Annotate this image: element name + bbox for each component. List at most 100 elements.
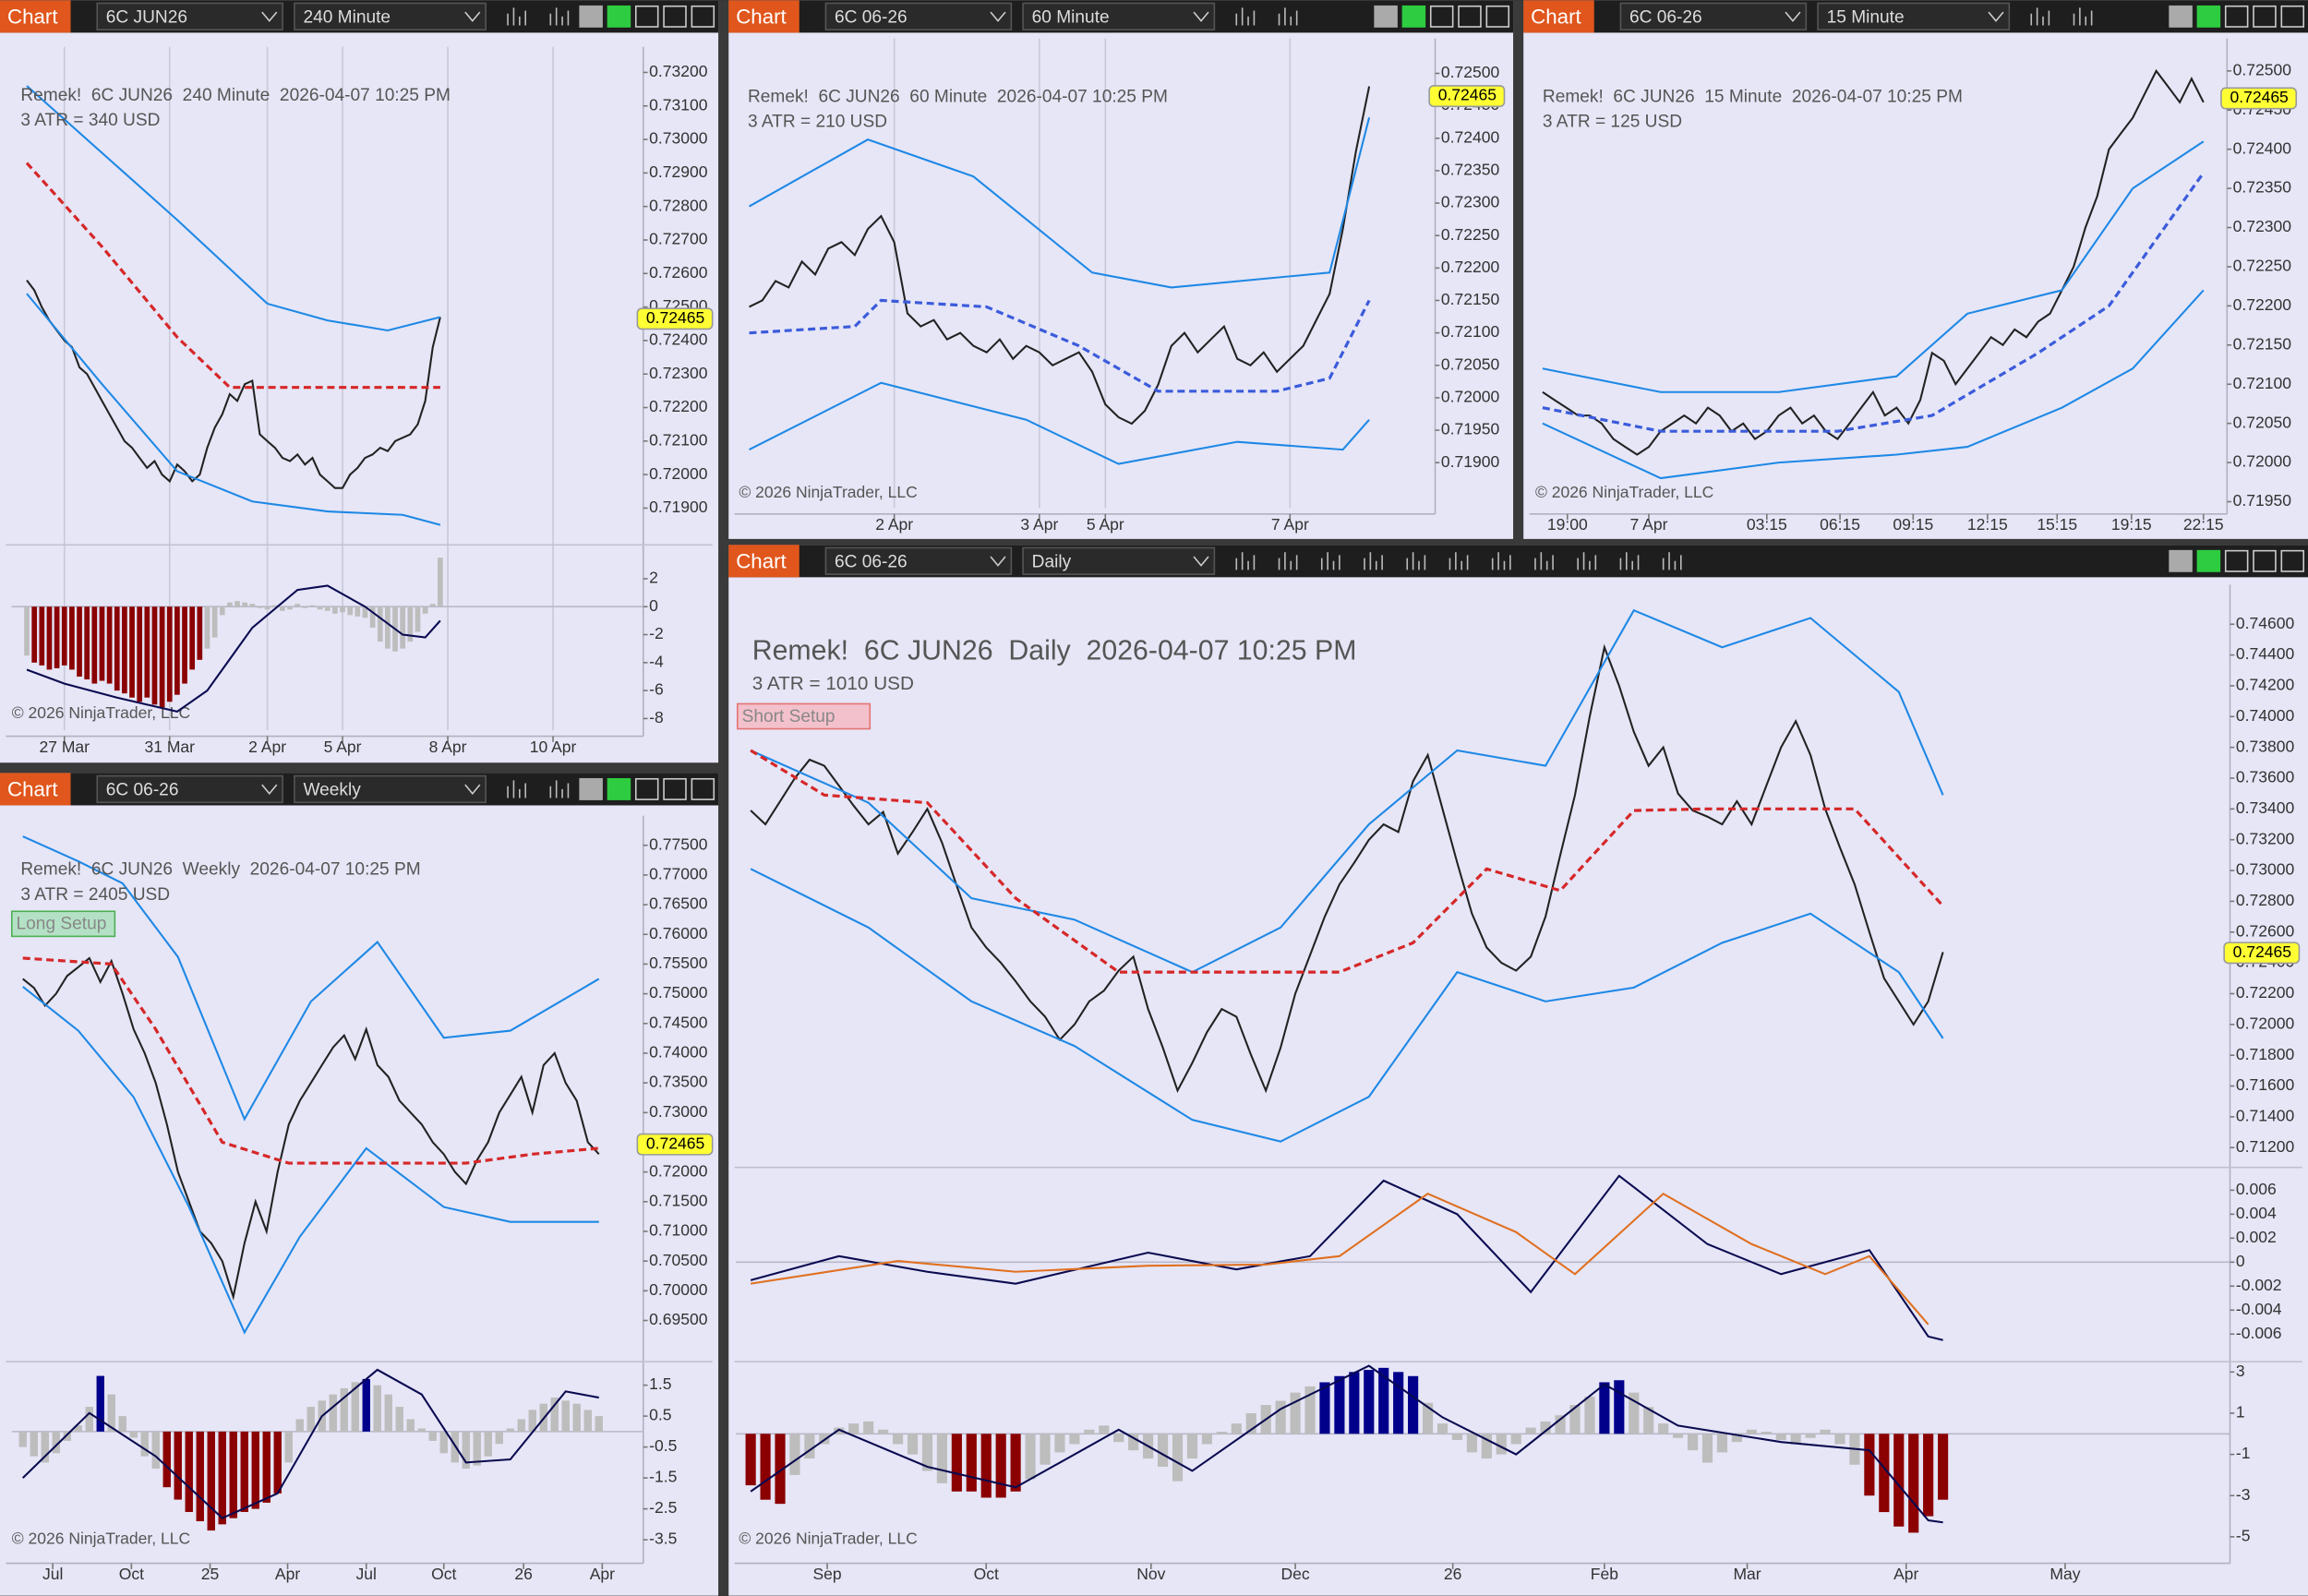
- dropdown-arrow[interactable]: [990, 11, 1006, 22]
- histogram-bar: [1908, 1434, 1919, 1533]
- window-button[interactable]: [663, 5, 687, 28]
- dropdown-arrow[interactable]: [261, 784, 278, 795]
- histogram-bar: [1157, 1434, 1169, 1467]
- last-price-badge: [2220, 87, 2298, 110]
- window-button[interactable]: [1374, 5, 1398, 28]
- window-button[interactable]: [2253, 549, 2277, 572]
- toolbar-icon[interactable]: [1534, 552, 1554, 570]
- dropdown-arrow[interactable]: [1785, 11, 1801, 22]
- toolbar-icon[interactable]: [1235, 552, 1256, 570]
- period-selector[interactable]: [1817, 2, 2011, 31]
- dropdown-arrow[interactable]: [990, 556, 1006, 567]
- close-button[interactable]: [691, 5, 715, 28]
- series-line: [749, 381, 1370, 465]
- window-button[interactable]: [2196, 5, 2221, 28]
- y-tick-label: 0.72200: [1441, 258, 1500, 276]
- chart-tab[interactable]: [728, 545, 799, 578]
- histogram-bar: [1422, 1402, 1434, 1434]
- toolbar-icon[interactable]: [2030, 7, 2050, 26]
- window-button[interactable]: [663, 777, 687, 800]
- close-button[interactable]: [2280, 549, 2305, 572]
- dropdown-arrow[interactable]: [464, 784, 481, 795]
- y-tick-label: 2: [649, 569, 658, 587]
- histogram-bar: [1084, 1429, 1095, 1434]
- toolbar-icon[interactable]: [1278, 7, 1298, 26]
- histogram-bar: [1599, 1382, 1610, 1434]
- window-button[interactable]: [634, 5, 659, 28]
- dropdown-arrow[interactable]: [261, 11, 278, 22]
- instrument-selector[interactable]: [824, 2, 1013, 31]
- toolbar-icon[interactable]: [1278, 552, 1298, 570]
- y-tick-label: 0.74600: [2236, 614, 2295, 632]
- histogram-bar: [295, 1419, 304, 1432]
- toolbar-icon[interactable]: [1364, 552, 1383, 570]
- histogram-bar: [151, 1431, 160, 1470]
- period-selector[interactable]: [294, 774, 487, 804]
- toolbar-icon[interactable]: [1235, 7, 1256, 26]
- close-button[interactable]: [691, 777, 715, 800]
- histogram-bar: [407, 606, 414, 642]
- window-button[interactable]: [607, 5, 631, 28]
- histogram-bar: [745, 1434, 756, 1486]
- window-button[interactable]: [579, 5, 603, 28]
- instrument-selector[interactable]: [96, 2, 283, 31]
- instrument-selector[interactable]: [824, 546, 1013, 575]
- toolbar-icon[interactable]: [1662, 552, 1682, 570]
- window-button[interactable]: [607, 777, 631, 800]
- dropdown-arrow[interactable]: [1193, 11, 1209, 22]
- chart-tab[interactable]: [0, 0, 71, 33]
- x-tick-label: 12:15: [1967, 515, 2008, 534]
- histogram-bar: [197, 606, 203, 660]
- series-line: [750, 1364, 1943, 1524]
- toolbar-icon[interactable]: [1491, 552, 1511, 570]
- y-tick-label: -0.006: [2236, 1324, 2282, 1342]
- histogram-bar: [74, 1425, 82, 1432]
- dropdown-arrow[interactable]: [1988, 11, 2004, 22]
- histogram-bar: [52, 1431, 60, 1454]
- toolbar-icon[interactable]: [1449, 552, 1469, 570]
- window-button[interactable]: [2196, 549, 2221, 572]
- dropdown-arrow[interactable]: [1193, 556, 1209, 567]
- window-button[interactable]: [1458, 5, 1482, 28]
- x-tick-label: 5 Apr: [1087, 515, 1124, 534]
- period-selector[interactable]: [294, 2, 487, 31]
- toolbar-icon[interactable]: [549, 7, 570, 26]
- y-tick-label: 0.76500: [649, 894, 708, 913]
- close-button[interactable]: [1485, 5, 1510, 28]
- toolbar-icon[interactable]: [1619, 552, 1640, 570]
- y-tick-label: -5: [2236, 1527, 2251, 1545]
- toolbar-icon[interactable]: [1406, 552, 1426, 570]
- chart-tab[interactable]: [728, 0, 799, 33]
- window-button[interactable]: [1429, 5, 1454, 28]
- window-button[interactable]: [2169, 549, 2193, 572]
- window-button[interactable]: [2224, 549, 2249, 572]
- y-tick-label: -8: [649, 708, 664, 726]
- dropdown-arrow[interactable]: [464, 11, 481, 22]
- y-tick-label: -2.5: [649, 1498, 677, 1517]
- trend-line: [749, 298, 1371, 393]
- toolbar-icon[interactable]: [507, 780, 526, 798]
- period-selector[interactable]: [1022, 2, 1216, 31]
- histogram-bar: [1923, 1434, 1934, 1517]
- histogram-bar: [189, 606, 196, 670]
- copyright: © 2026 NinjaTrader, LLC: [1535, 483, 1713, 501]
- toolbar-icon[interactable]: [2073, 7, 2093, 26]
- window-button[interactable]: [2253, 5, 2277, 28]
- chart-tab[interactable]: [1523, 0, 1594, 33]
- window-button[interactable]: [579, 777, 603, 800]
- toolbar-icon[interactable]: [1577, 552, 1597, 570]
- window-button[interactable]: [634, 777, 659, 800]
- histogram-bar: [63, 1431, 71, 1441]
- histogram-bar: [227, 602, 233, 607]
- window-button[interactable]: [2224, 5, 2249, 28]
- toolbar-icon[interactable]: [507, 7, 526, 26]
- chart-tab[interactable]: [0, 773, 71, 806]
- period-selector[interactable]: [1022, 546, 1216, 575]
- close-button[interactable]: [2280, 5, 2305, 28]
- toolbar-icon[interactable]: [1320, 552, 1340, 570]
- instrument-selector[interactable]: [1619, 2, 1808, 31]
- window-button[interactable]: [1401, 5, 1426, 28]
- window-button[interactable]: [2169, 5, 2193, 28]
- toolbar-icon[interactable]: [549, 780, 570, 798]
- instrument-selector[interactable]: [96, 774, 283, 804]
